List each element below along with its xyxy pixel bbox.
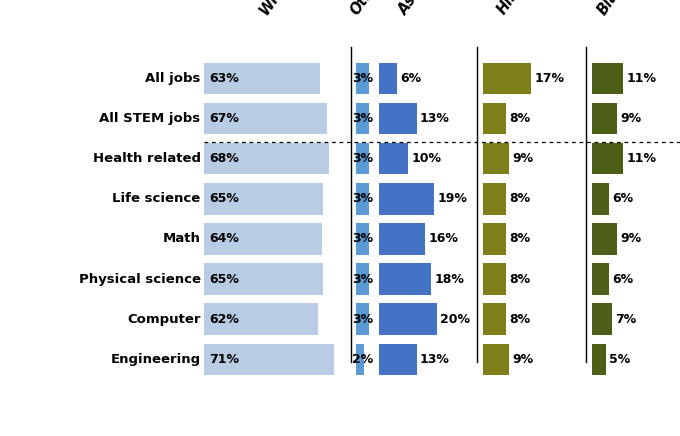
Text: 3%: 3% [352,112,373,125]
Bar [483,183,506,215]
Text: 64%: 64% [209,232,239,245]
Text: Health related: Health related [92,152,201,165]
Text: 8%: 8% [509,313,530,326]
Text: 9%: 9% [621,232,642,245]
Bar [204,143,329,174]
Text: Computer: Computer [127,313,201,326]
Text: 13%: 13% [420,112,450,125]
Text: 3%: 3% [352,152,373,165]
Text: 11%: 11% [626,72,656,85]
Text: 16%: 16% [428,232,458,245]
Text: 6%: 6% [612,192,633,205]
Bar [204,303,318,335]
Text: Engineering: Engineering [110,353,201,366]
Text: 7%: 7% [615,313,636,326]
Text: 3%: 3% [352,272,373,286]
Text: 8%: 8% [509,232,530,245]
Bar [592,223,617,255]
Bar [379,263,431,295]
Bar [483,143,509,174]
Text: 67%: 67% [209,112,239,125]
Text: 65%: 65% [209,272,239,286]
Text: 63%: 63% [209,72,239,85]
Text: Hispanic: Hispanic [495,0,547,17]
Text: Other: Other [347,0,387,17]
Bar [592,344,606,375]
Bar [483,303,506,335]
Bar [483,63,531,94]
Text: Physical science: Physical science [79,272,201,286]
Text: 6%: 6% [400,72,421,85]
Bar [356,303,369,335]
Bar [483,103,506,134]
Text: 17%: 17% [534,72,565,85]
Text: 8%: 8% [509,112,530,125]
Text: 8%: 8% [509,192,530,205]
Text: All jobs: All jobs [146,72,201,85]
Bar [379,223,425,255]
Bar [356,63,369,94]
Text: 71%: 71% [209,353,239,366]
Bar [592,143,623,174]
Text: 6%: 6% [612,272,633,286]
Bar [379,103,417,134]
Bar [204,63,320,94]
Text: 68%: 68% [209,152,239,165]
Text: Life science: Life science [112,192,201,205]
Text: 3%: 3% [352,232,373,245]
Bar [356,223,369,255]
Text: 19%: 19% [437,192,467,205]
Text: All STEM jobs: All STEM jobs [99,112,201,125]
Bar [592,263,609,295]
Bar [204,103,327,134]
Text: Asian: Asian [396,0,434,17]
Bar [204,263,324,295]
Text: 5%: 5% [609,353,630,366]
Text: 11%: 11% [626,152,656,165]
Text: Black: Black [595,0,633,17]
Bar [592,63,623,94]
Bar [592,303,611,335]
Bar [356,344,364,375]
Bar [379,143,408,174]
Bar [483,344,509,375]
Text: 8%: 8% [509,272,530,286]
Text: 9%: 9% [512,152,533,165]
Text: 10%: 10% [411,152,441,165]
Bar [356,183,369,215]
Text: White: White [257,0,297,17]
Bar [204,183,324,215]
Text: 3%: 3% [352,192,373,205]
Text: 9%: 9% [512,353,533,366]
Text: 65%: 65% [209,192,239,205]
Bar [204,344,335,375]
Text: 13%: 13% [420,353,450,366]
Text: 18%: 18% [435,272,464,286]
Bar [592,183,609,215]
Bar [356,103,369,134]
Bar [379,303,437,335]
Text: 62%: 62% [209,313,239,326]
Bar [356,143,369,174]
Bar [379,183,434,215]
Bar [379,63,396,94]
Bar [379,344,417,375]
Bar [483,223,506,255]
Bar [592,103,617,134]
Text: 2%: 2% [352,353,373,366]
Text: 9%: 9% [621,112,642,125]
Text: 3%: 3% [352,72,373,85]
Text: 3%: 3% [352,313,373,326]
Bar [356,263,369,295]
Text: 20%: 20% [440,313,470,326]
Text: Math: Math [163,232,201,245]
Bar [483,263,506,295]
Bar [204,223,322,255]
